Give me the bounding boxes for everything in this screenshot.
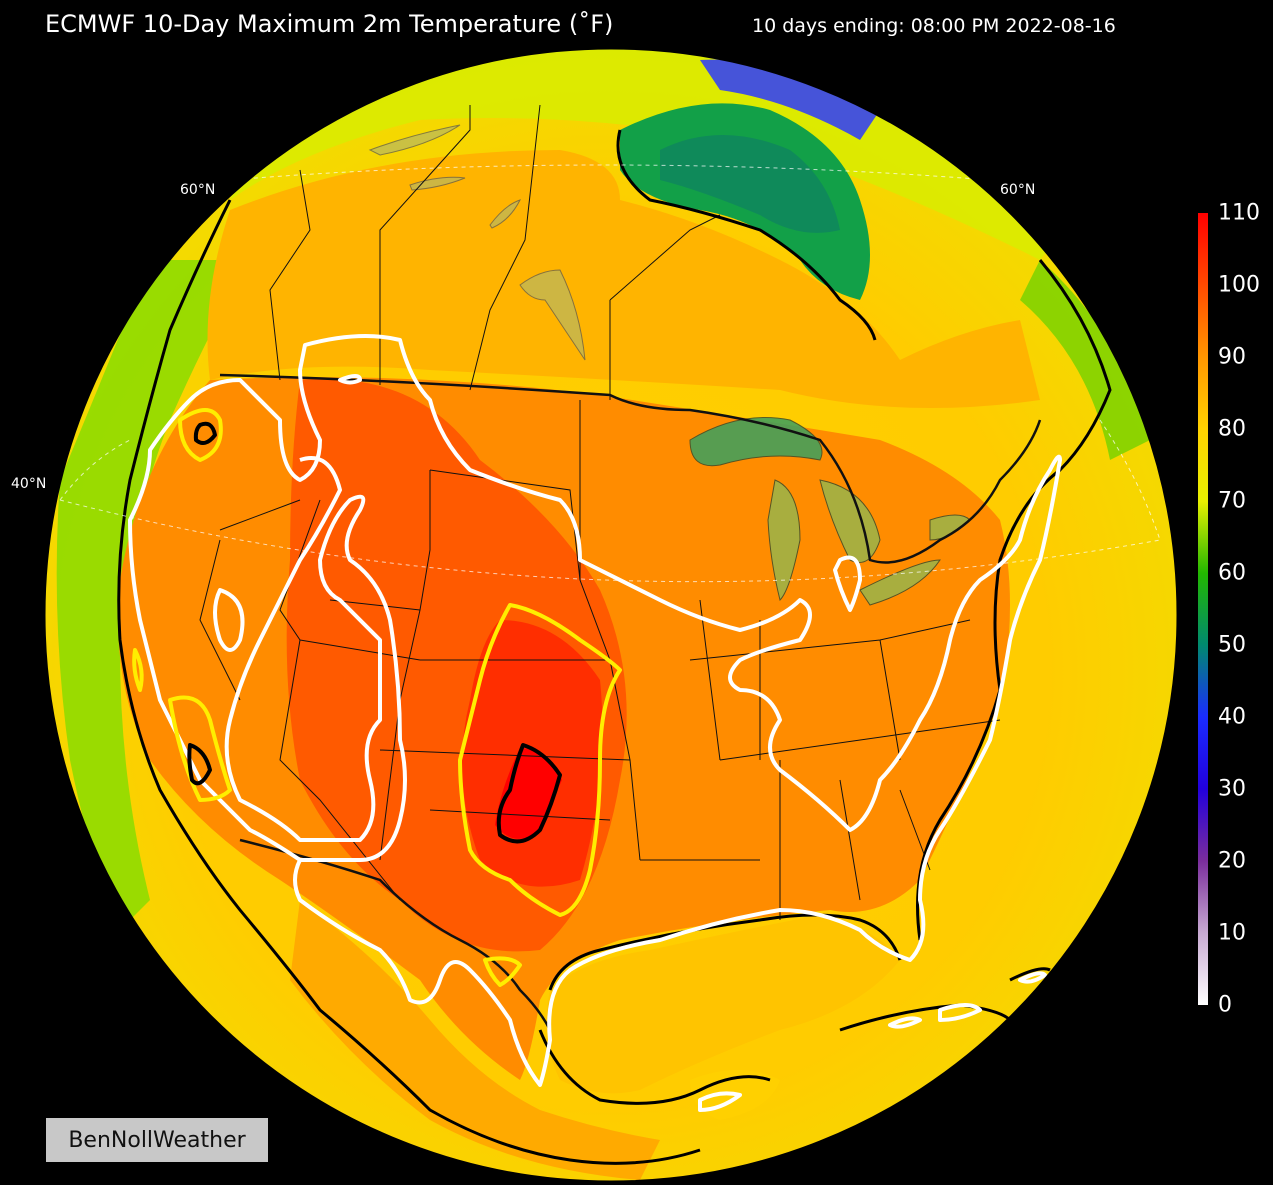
valid-time: 10 days ending: 08:00 PM 2022-08-16 [752,15,1116,37]
canadian-lakes [368,124,586,361]
hudson-bay-core [660,135,840,233]
globe-outline [44,48,1178,1182]
colorbar-tick-label: 10 [1218,920,1246,946]
mexico-field [290,900,660,1180]
colorbar-tick-label: 60 [1218,560,1246,586]
gulf-of-mexico [546,915,900,1094]
us-mexico-border [239,838,552,1031]
pacific-coast-cool-field [56,260,250,930]
colorbar-tick-label: 50 [1218,632,1246,658]
lake-huron [819,479,881,563]
colorbar-tick-label: 80 [1218,416,1246,442]
political-borders [199,104,1001,920]
lat-label-60n-right: 60°N [1000,182,1035,198]
colorbar-tick-label: 70 [1218,488,1246,514]
canada-warm-field [207,150,1040,408]
graticule [59,164,1161,583]
lat-label-40n: 40°N [11,476,46,492]
lat-label-60n-left: 60°N [180,182,215,198]
colorbar-tick-label: 110 [1218,200,1260,226]
colorbar-tick-label: 0 [1218,992,1232,1018]
temp-contour-90f [128,334,1062,1112]
chart-title: ECMWF 10-Day Maximum 2m Temperature (˚F) [45,10,614,38]
colorbar-tick-label: 20 [1218,848,1246,874]
lake-michigan [767,479,801,601]
us-canada-border [219,373,1042,564]
colorbar-tick-label: 40 [1218,704,1246,730]
arctic-cold [700,59,880,141]
colorbar [1198,213,1208,1005]
colorbar-tick-label: 90 [1218,344,1246,370]
colorbar-tick-label: 100 [1218,272,1260,298]
colorbar-gradient [1198,213,1208,1005]
temp-contour-100f [132,408,622,987]
colorbar-tick-label: 30 [1218,776,1246,802]
atlantic-coast-cool-field [1020,260,1150,460]
watermark: BenNollWeather [46,1118,268,1162]
temp-contour-110f [187,421,562,844]
